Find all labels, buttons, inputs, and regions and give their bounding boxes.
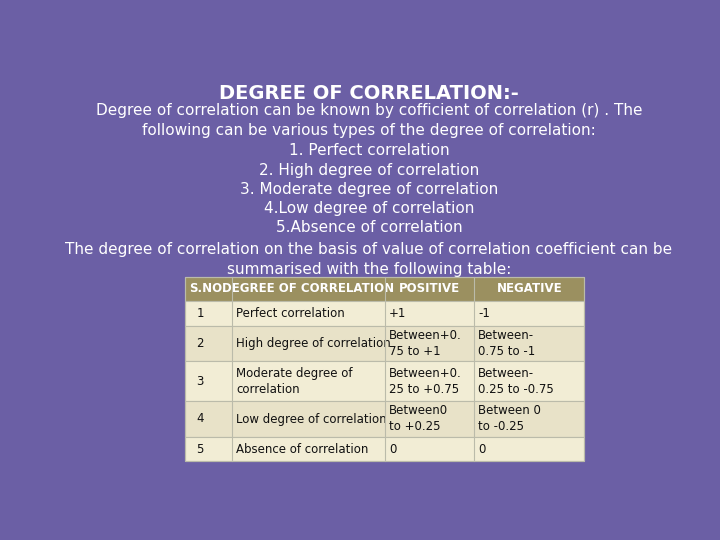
Text: 2: 2 [197,337,204,350]
Text: Between+0.
75 to +1: Between+0. 75 to +1 [390,329,462,358]
Text: NEGATIVE: NEGATIVE [497,282,562,295]
Bar [184,361,585,401]
Text: Between0
to +0.25: Between0 to +0.25 [390,404,449,434]
Text: Degree of correlation can be known by cofficient of correlation (r) . The: Degree of correlation can be known by co… [96,103,642,118]
Text: following can be various types of the degree of correlation:: following can be various types of the de… [142,123,596,138]
Text: The degree of correlation on the basis of value of correlation coefficient can b: The degree of correlation on the basis o… [66,242,672,257]
Text: 4.Low degree of correlation: 4.Low degree of correlation [264,201,474,216]
Text: High degree of correlation: High degree of correlation [236,337,391,350]
Text: 4: 4 [197,413,204,426]
Text: 5: 5 [197,443,204,456]
Bar [184,437,585,461]
Text: Between 0
to -0.25: Between 0 to -0.25 [478,404,541,434]
Text: Between-
0.25 to -0.75: Between- 0.25 to -0.75 [478,367,554,396]
Text: DEGREE OF CORRELATION:-: DEGREE OF CORRELATION:- [219,84,519,103]
Text: summarised with the following table:: summarised with the following table: [227,262,511,277]
Text: 1. Perfect correlation: 1. Perfect correlation [289,143,449,158]
Text: 0: 0 [390,443,397,456]
Text: Low degree of correlation: Low degree of correlation [236,413,387,426]
Text: Between-
0.75 to -1: Between- 0.75 to -1 [478,329,535,358]
Text: 2. High degree of correlation: 2. High degree of correlation [259,163,479,178]
Bar [184,301,585,326]
Text: 0: 0 [478,443,485,456]
Text: 5.Absence of correlation: 5.Absence of correlation [276,220,462,235]
Text: -1: -1 [478,307,490,320]
Text: Moderate degree of
correlation: Moderate degree of correlation [236,367,353,396]
Text: DEGREE OF CORRELATION: DEGREE OF CORRELATION [222,282,395,295]
Text: Perfect correlation: Perfect correlation [236,307,345,320]
Text: Absence of correlation: Absence of correlation [236,443,369,456]
Bar [184,276,585,461]
Text: +1: +1 [390,307,407,320]
Text: 1: 1 [197,307,204,320]
Text: Between+0.
25 to +0.75: Between+0. 25 to +0.75 [390,367,462,396]
Bar [184,276,585,301]
Text: 3: 3 [197,375,204,388]
Text: POSITIVE: POSITIVE [399,282,460,295]
Text: S.NO.: S.NO. [189,282,227,295]
Text: 3. Moderate degree of correlation: 3. Moderate degree of correlation [240,182,498,197]
Bar [184,326,585,361]
Bar [184,401,585,437]
